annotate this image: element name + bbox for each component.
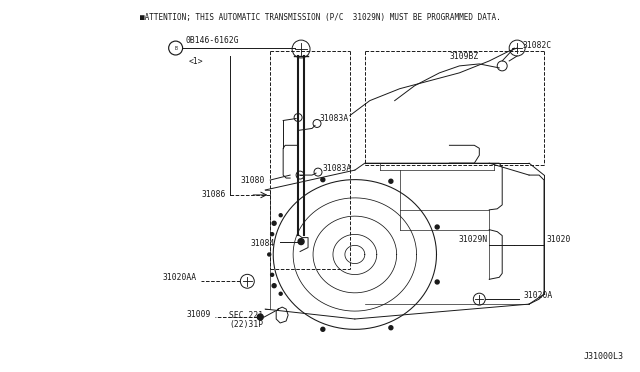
Circle shape [435,280,439,284]
Text: 31080: 31080 [241,176,265,185]
Circle shape [272,284,276,288]
Text: ■ATTENTION; THIS AUTOMATIC TRANSMISSION (P/C  31029N) MUST BE PROGRAMMED DATA.: ■ATTENTION; THIS AUTOMATIC TRANSMISSION … [140,13,500,22]
Text: 31086: 31086 [201,190,225,199]
Circle shape [271,273,274,276]
Circle shape [268,253,271,256]
Circle shape [298,238,304,244]
Circle shape [321,327,325,331]
Text: 31020AA: 31020AA [163,273,196,282]
Text: 31084: 31084 [251,239,275,248]
Circle shape [321,178,325,182]
Circle shape [271,232,274,235]
Circle shape [389,326,393,330]
Circle shape [279,292,282,295]
Text: <1>: <1> [189,57,203,66]
Text: 31083A: 31083A [323,164,352,173]
Text: 31029N: 31029N [458,235,487,244]
Text: 31083A: 31083A [320,114,349,123]
Text: 31009: 31009 [186,310,211,318]
Circle shape [272,221,276,225]
Text: 31020A: 31020A [523,291,552,300]
Text: (22)31P: (22)31P [229,320,263,330]
Text: SEC 221: SEC 221 [229,311,263,320]
Text: J31000L3: J31000L3 [584,352,623,361]
Text: 31082C: 31082C [522,41,552,49]
Circle shape [257,314,263,320]
Text: 3109BZ: 3109BZ [449,52,479,61]
Circle shape [279,214,282,217]
Circle shape [389,179,393,183]
Text: 0B146-6162G: 0B146-6162G [186,36,239,45]
Circle shape [435,225,439,229]
Text: B: B [174,45,177,51]
Text: 31020: 31020 [547,235,572,244]
